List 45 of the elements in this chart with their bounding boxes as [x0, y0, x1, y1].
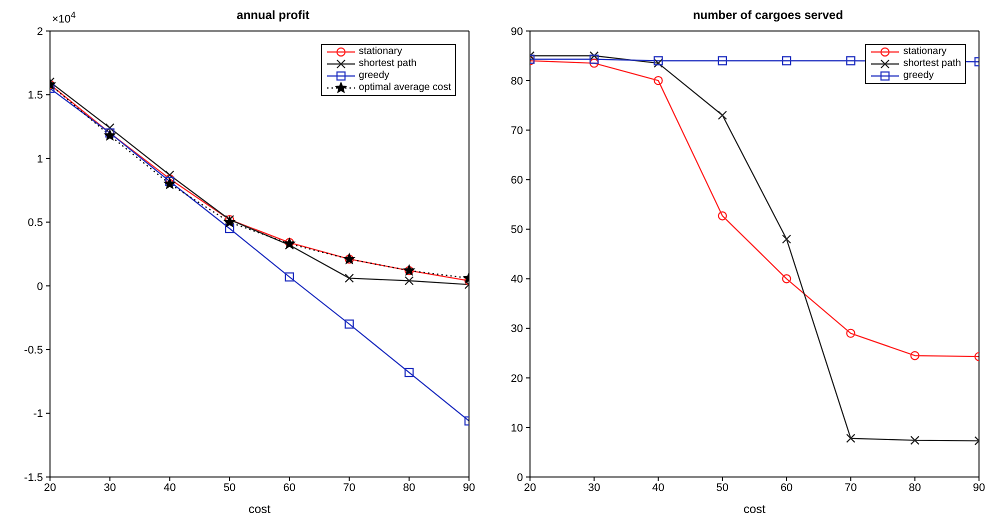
legend-label: greedy: [903, 70, 934, 82]
x-tick-label: 60: [780, 482, 793, 494]
y-tick-label: -1: [33, 408, 43, 420]
y-tick-label: 0.5: [28, 217, 43, 230]
x-tick-label: 30: [588, 482, 600, 494]
y-tick-label: 80: [510, 75, 523, 88]
x-tick-label: 90: [462, 482, 476, 494]
y-tick-label: 20: [510, 372, 523, 385]
y-tick-label: 40: [510, 274, 523, 286]
y-tick-label: 1.5: [28, 90, 43, 102]
y-tick-label: -1.5: [24, 472, 43, 484]
x-tick-label: 60: [283, 482, 296, 494]
x-tick-label: 70: [343, 482, 356, 494]
x-tick-label: 40: [164, 482, 176, 494]
legend-label: shortest path: [358, 58, 417, 70]
y-tick-label: 2: [36, 26, 43, 38]
y-tick-label: 50: [510, 224, 523, 236]
legend-label: greedy: [358, 70, 390, 82]
x-tick-label: 40: [652, 482, 664, 494]
x-tick-label: 80: [908, 482, 921, 494]
y-tick-label: -0.5: [24, 344, 43, 356]
x-tick-label: 20: [524, 482, 536, 494]
chart-title: annual profit: [236, 8, 310, 22]
y-tick-label: 60: [510, 174, 523, 187]
legend-label: optimal average cost: [358, 82, 451, 94]
x-tick-label: 50: [223, 482, 236, 494]
y-tick-label: 1: [36, 153, 43, 166]
x-tick-label: 80: [403, 482, 416, 494]
x-tick-label: 70: [844, 482, 857, 494]
chart-title: number of cargoes served: [692, 8, 844, 22]
y-tick-label: 70: [510, 125, 523, 138]
y-tick-label: 90: [510, 26, 523, 38]
y-tick-label: 10: [510, 422, 523, 434]
y-tick-label: 0: [36, 280, 43, 293]
legend-label: stationary: [903, 46, 947, 58]
x-tick-label: 90: [972, 482, 986, 494]
x-tick-label: 30: [104, 482, 116, 494]
y-tick-label: 0: [516, 472, 523, 484]
y-tick-label: 30: [510, 323, 523, 336]
text: ×10$^{4}$: [52, 10, 76, 26]
x-axis-title: cost: [743, 502, 766, 516]
x-tick-label: 50: [716, 482, 729, 494]
legend-label: shortest path: [903, 58, 961, 70]
legend-label: stationary: [358, 46, 402, 58]
x-axis-title: cost: [248, 502, 272, 516]
